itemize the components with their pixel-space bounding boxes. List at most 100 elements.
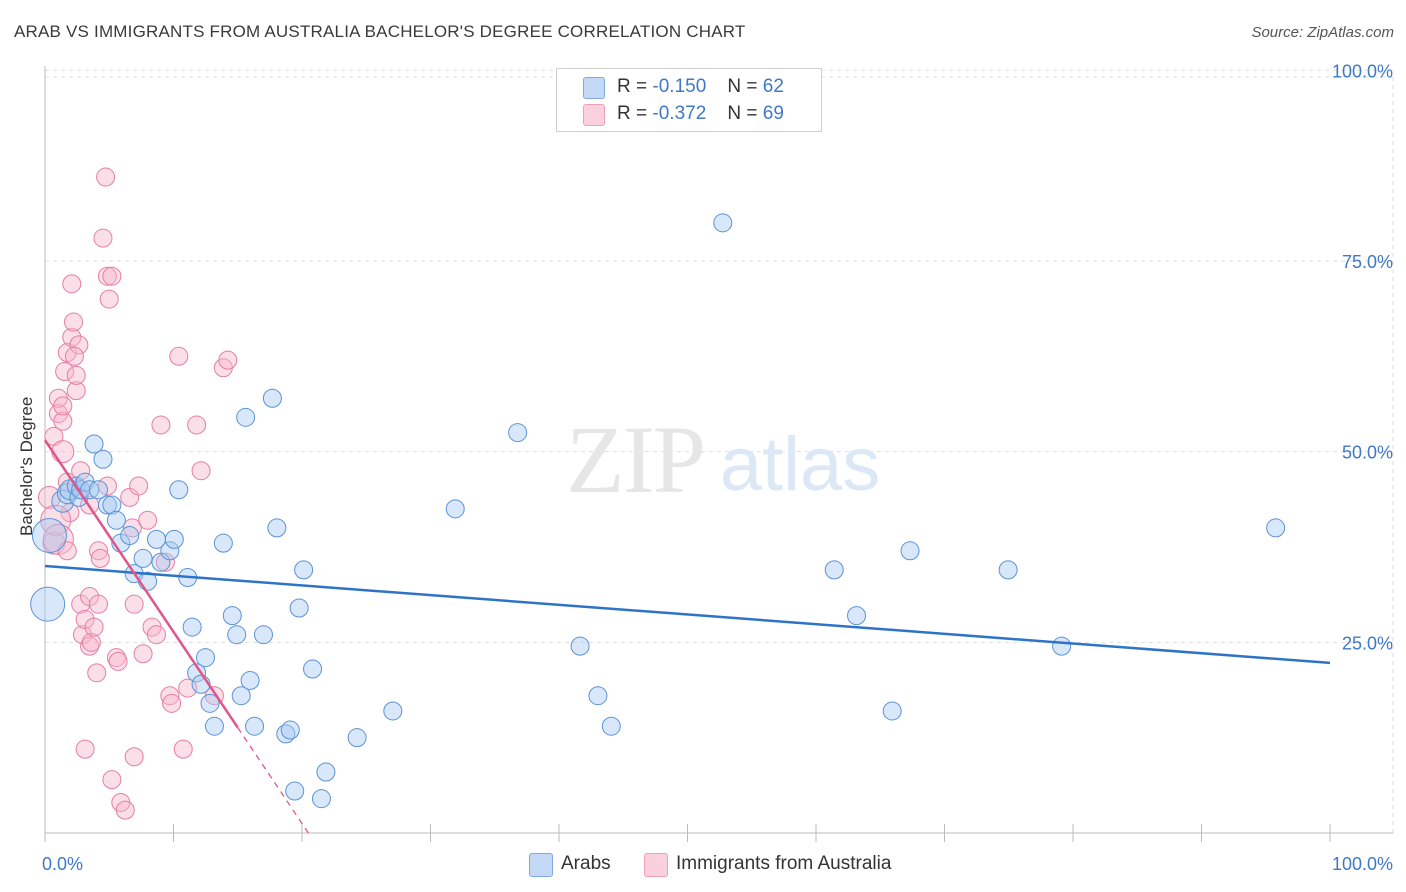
grid-lines <box>45 69 1394 833</box>
arabs-point <box>713 213 733 233</box>
arabs-point <box>160 541 180 561</box>
australia-point <box>64 346 84 366</box>
arabs-point <box>120 526 140 546</box>
arabs-point <box>84 434 104 454</box>
arabs-point <box>882 701 902 721</box>
australia-point <box>51 440 75 464</box>
arabs-point <box>196 648 216 668</box>
arabs-point <box>89 480 109 500</box>
arabs-point <box>106 510 126 530</box>
arabs-point <box>182 617 202 637</box>
y-axis-title: Bachelor's Degree <box>17 396 36 536</box>
australia-point <box>71 461 91 481</box>
arabs-point <box>508 423 528 443</box>
australia-point <box>96 167 116 187</box>
australia-point <box>53 411 73 431</box>
australia-point <box>124 747 144 767</box>
arabs-point <box>231 686 251 706</box>
australia-point <box>108 651 128 671</box>
arabs-point <box>316 762 336 782</box>
trend-lines <box>43 439 1331 834</box>
australia-point <box>69 335 89 355</box>
arabs-point <box>262 388 282 408</box>
australia-point <box>129 476 149 496</box>
australia-point <box>162 693 182 713</box>
australia-point <box>218 350 238 370</box>
arabs-point <box>213 533 233 553</box>
australia-point <box>90 548 110 568</box>
australia-trend-line <box>43 439 239 729</box>
chart-title: ARAB VS IMMIGRANTS FROM AUSTRALIA BACHEL… <box>14 22 746 41</box>
legend-swatch-australia <box>583 104 605 126</box>
arabs-point <box>998 560 1018 580</box>
australia-point <box>115 800 135 820</box>
arabs-point <box>445 499 465 519</box>
arabs-point <box>227 625 247 645</box>
arabs-point <box>294 560 314 580</box>
australia-point <box>187 415 207 435</box>
australia-point <box>99 289 119 309</box>
arabs-point <box>93 449 113 469</box>
australia-point <box>146 625 166 645</box>
legend-text-arabs: R = -0.150 N = 62 <box>617 76 784 97</box>
australia-point <box>66 381 86 401</box>
australia-point <box>87 663 107 683</box>
arabs-point <box>164 529 184 549</box>
arabs-point <box>187 663 207 683</box>
axes <box>44 66 1393 842</box>
australia-point <box>191 461 211 481</box>
arabs-point <box>133 548 153 568</box>
arabs-point <box>236 407 256 427</box>
x-tick-label: 100.0% <box>1332 854 1393 874</box>
arabs-point <box>245 716 265 736</box>
watermark-atlas: atlas <box>720 422 881 507</box>
y-tick-label: 75.0% <box>1342 252 1393 272</box>
source-label: Source: ZipAtlas.com <box>1251 24 1394 41</box>
australia-trend-line-extension <box>237 727 309 834</box>
australia-point <box>93 228 113 248</box>
x-tick-label: 0.0% <box>42 854 83 874</box>
australia-point <box>89 594 109 614</box>
arabs-point <box>588 686 608 706</box>
arabs-point <box>253 625 273 645</box>
australia-point <box>133 644 153 664</box>
australia-point <box>173 739 193 759</box>
arabs-point <box>383 701 403 721</box>
series-australia-points <box>37 167 238 820</box>
australia-point <box>84 617 104 637</box>
arabs-point <box>601 716 621 736</box>
australia-point <box>55 362 75 382</box>
arabs-trend-line <box>44 564 1331 665</box>
australia-point <box>81 632 101 652</box>
australia-point <box>62 327 82 347</box>
arabs-point <box>280 720 300 740</box>
arabs-point <box>30 586 66 622</box>
australia-point <box>64 312 84 332</box>
correlation-legend: R = -0.150 N = 62 R = -0.372 N = 69 <box>556 68 822 132</box>
arabs-point <box>311 789 331 809</box>
arabs-point <box>303 659 323 679</box>
arabs-point <box>570 636 590 656</box>
arabs-point <box>1052 636 1072 656</box>
arabs-point <box>240 670 260 690</box>
arabs-point <box>285 781 305 801</box>
arabs-point <box>97 495 117 515</box>
bottom-legend-swatch-arabs <box>529 853 553 877</box>
australia-point <box>75 739 95 759</box>
arabs-point <box>1266 518 1286 538</box>
australia-point <box>97 266 117 286</box>
bottom-legend-swatch-australia <box>644 853 668 877</box>
australia-point <box>155 552 175 572</box>
australia-point <box>151 415 171 435</box>
legend-swatch-arabs <box>583 77 605 99</box>
australia-point <box>169 346 189 366</box>
australia-point <box>37 485 61 509</box>
arabs-point <box>169 480 189 500</box>
australia-point <box>102 266 122 286</box>
y-tick-label: 50.0% <box>1342 443 1393 463</box>
arabs-point <box>824 560 844 580</box>
watermark-zip: ZIP <box>566 406 704 513</box>
arabs-point <box>900 541 920 561</box>
arabs-point <box>267 518 287 538</box>
